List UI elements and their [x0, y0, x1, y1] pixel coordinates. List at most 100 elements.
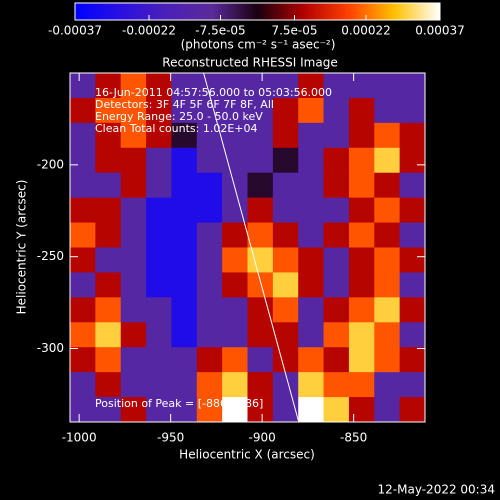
heatmap-cell — [323, 97, 350, 124]
heatmap-cell — [348, 322, 375, 348]
heatmap-cell — [196, 147, 223, 174]
heatmap-cell — [146, 172, 172, 199]
heatmap-cell — [298, 222, 325, 248]
heatmap-cell — [95, 372, 122, 398]
colorbar-tick-label: 7.5e-05 — [271, 24, 317, 38]
heatmap-cell — [120, 397, 147, 423]
heatmap-cell — [95, 397, 122, 423]
heatmap-cell — [196, 97, 223, 124]
y-tick-label: -300 — [37, 341, 64, 355]
annotation: Detectors: 3F 4F 5F 6F 7F 8F, All — [95, 98, 274, 111]
footer-date: 12-May-2022 00:34 — [378, 483, 495, 497]
heatmap-cell — [95, 172, 122, 199]
heatmap-cell — [272, 247, 299, 273]
heatmap-cell — [399, 247, 426, 273]
heatmap-cell — [323, 297, 350, 323]
x-axis-label: Heliocentric X (arcsec) — [179, 448, 315, 462]
heatmap-cell — [70, 397, 96, 423]
plot-frame — [69, 72, 426, 423]
heatmap-cell — [399, 322, 426, 348]
heatmap-cell — [171, 172, 198, 199]
x-tick-label: -900 — [249, 431, 276, 445]
heatmap-cell — [222, 297, 248, 323]
heatmap-cell — [171, 122, 198, 149]
heatmap-cell — [70, 172, 96, 199]
heatmap-cell — [171, 322, 198, 348]
heatmap-cell — [95, 73, 122, 99]
colorbar-tick-label: -7.5e-05 — [195, 24, 245, 38]
heatmap-cell — [399, 347, 426, 373]
heatmap-cell — [171, 73, 198, 99]
heatmap-cell — [298, 347, 325, 373]
heatmap-cell — [348, 122, 375, 149]
annotation: Energy Range: 25.0 - 50.0 keV — [95, 110, 263, 123]
heatmap-cell — [374, 73, 401, 99]
heatmap-cell — [272, 222, 299, 248]
heatmap-cell — [95, 122, 122, 149]
heatmap-cell — [171, 247, 198, 273]
heatmap-cell — [374, 247, 401, 273]
heatmap-cell — [95, 97, 122, 124]
heatmap-cell — [374, 197, 401, 224]
heatmap-cell — [171, 297, 198, 323]
colorbar — [74, 2, 441, 21]
heatmap-cell — [323, 122, 350, 149]
heatmap-cell — [222, 322, 248, 348]
heatmap-cell — [272, 197, 299, 224]
heatmap-cell — [247, 397, 274, 423]
heatmap-cell — [222, 73, 248, 99]
heatmap-cell — [348, 197, 375, 224]
heatmap-cell — [222, 372, 248, 398]
heatmap-cell — [272, 272, 299, 298]
heatmap-cell — [348, 297, 375, 323]
x-tick-label: -950 — [157, 431, 184, 445]
heatmap-cell — [70, 197, 96, 224]
heatmap-cell — [171, 222, 198, 248]
heatmap-cell — [146, 97, 172, 124]
heatmap-cell — [247, 247, 274, 273]
heatmap-cell — [146, 397, 172, 423]
heatmap-cell — [374, 297, 401, 323]
heatmap-cell — [120, 322, 147, 348]
heatmap-cell — [70, 222, 96, 248]
heatmap-cell — [298, 372, 325, 398]
heatmap-cell — [196, 372, 223, 398]
heatmap-cell — [399, 122, 426, 149]
heatmap-cell — [222, 247, 248, 273]
heatmap-cell — [272, 97, 299, 124]
heatmap-cell — [196, 347, 223, 373]
heatmap-cell — [222, 197, 248, 224]
heatmap-cell — [247, 73, 274, 99]
heatmap-cell — [374, 122, 401, 149]
heatmap-cell — [120, 272, 147, 298]
peak-label: Position of Peak = [-886, -186] — [95, 397, 263, 410]
heatmap-cell — [196, 172, 223, 199]
heatmap-cell — [247, 297, 274, 323]
heatmap-cell — [146, 322, 172, 348]
heatmap-cell — [146, 372, 172, 398]
heatmap-cell — [323, 147, 350, 174]
heatmap-cell — [374, 397, 401, 423]
heatmap-cell — [247, 97, 274, 124]
heatmap-cell — [146, 122, 172, 149]
heatmap-cell — [323, 347, 350, 373]
heatmap-cell — [374, 272, 401, 298]
heatmap-cell — [120, 222, 147, 248]
heatmap-cell — [222, 97, 248, 124]
heatmap-cell — [348, 147, 375, 174]
heatmap-cell — [196, 197, 223, 224]
heatmap-cell — [120, 122, 147, 149]
heatmap-cell — [399, 372, 426, 398]
heatmap-cell — [399, 222, 426, 248]
colorbar-tick-label: 0.00037 — [415, 24, 465, 38]
heatmap-cell — [120, 172, 147, 199]
heatmap-cell — [171, 197, 198, 224]
heatmap-cell — [298, 147, 325, 174]
heatmap-cell — [146, 147, 172, 174]
heatmap-cell — [374, 347, 401, 373]
heatmap-cell — [323, 73, 350, 99]
heatmap-cell — [70, 297, 96, 323]
heatmap-cell — [247, 197, 274, 224]
heatmap-cell — [196, 322, 223, 348]
heatmap-cell — [146, 297, 172, 323]
